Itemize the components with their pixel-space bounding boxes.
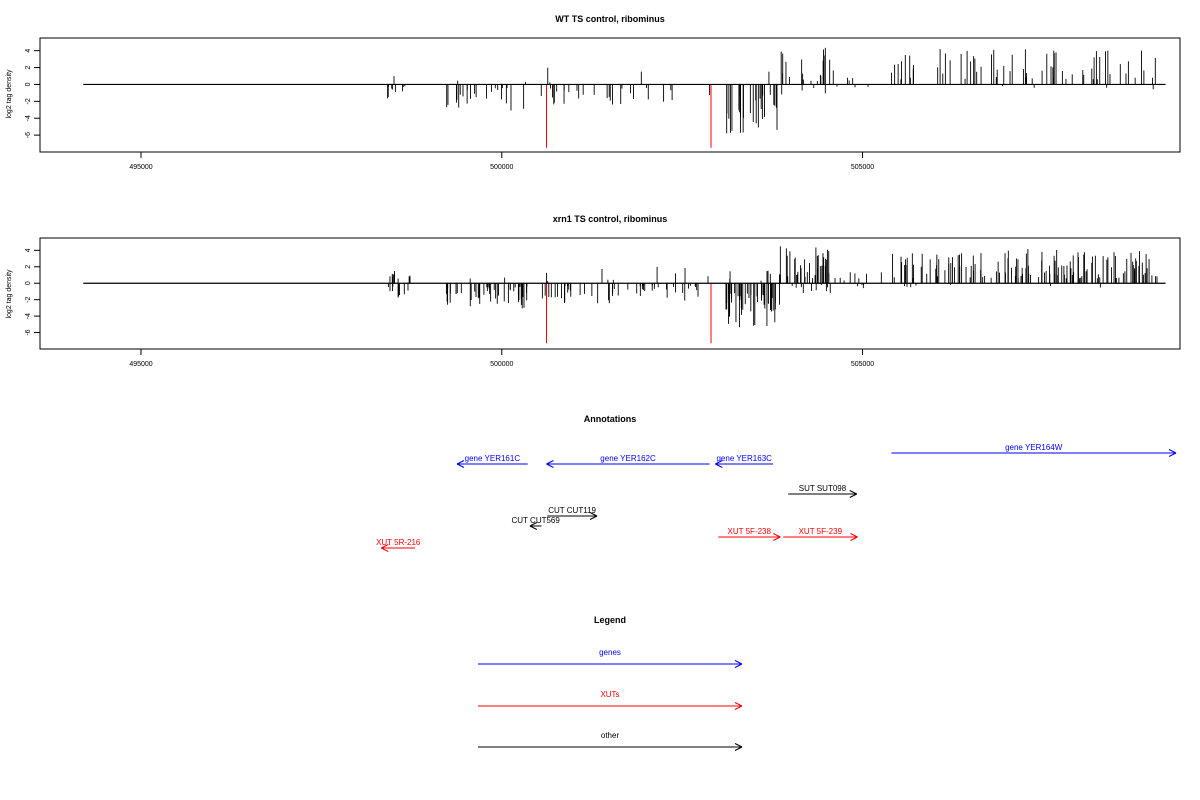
wt-track-x-tick-label: 500000 bbox=[490, 164, 513, 171]
annotation-arrow bbox=[718, 533, 781, 541]
wt-track-y-tick-label: -6 bbox=[25, 132, 32, 138]
annotation-label: XUT 5R-216 bbox=[376, 538, 421, 547]
legend-label: genes bbox=[599, 648, 621, 657]
legend-arrow-gene bbox=[478, 660, 743, 668]
annotations-title: Annotations bbox=[584, 414, 637, 424]
xrn1-track-panel: xrn1 TS control, ribominus log2 tag dens… bbox=[6, 214, 1181, 368]
xrn1-track-y-tick-label: 2 bbox=[25, 265, 32, 269]
xrn1-track-y-axis: 4 2 0 -2 -4 -6 bbox=[25, 248, 41, 336]
annotation-label: CUT CUT569 bbox=[512, 516, 561, 525]
xrn1-track-ylabel: log2 tag density bbox=[6, 269, 13, 319]
wt-track-x-tick-label: 495000 bbox=[129, 164, 152, 171]
xrn1-track-markers bbox=[546, 283, 712, 344]
xrn1-track-y-tick-label: 0 bbox=[25, 281, 32, 285]
legend-arrow-xut bbox=[478, 702, 743, 710]
wt-track-x-axis: 495000 500000 505000 bbox=[129, 152, 874, 171]
xrn1-track-y-tick-label: -4 bbox=[25, 313, 32, 319]
annotation-label: XUT 5F-239 bbox=[799, 527, 843, 536]
xrn1-track-y-tick-label: -6 bbox=[25, 329, 32, 335]
annotation-label: XUT 5F-238 bbox=[728, 527, 772, 536]
annotation-label: gene YER163C bbox=[716, 454, 772, 463]
annotation-arrow bbox=[547, 512, 598, 520]
xrn1-track-x-tick-label: 500000 bbox=[490, 361, 513, 368]
annotation-arrow bbox=[783, 533, 858, 541]
wt-track-y-tick-label: 0 bbox=[25, 82, 32, 86]
xrn1-track-x-axis: 495000 500000 505000 bbox=[129, 349, 874, 368]
annotation-features: gene YER161C gene YER162C gene YER163C gene… bbox=[376, 443, 1177, 552]
wt-track-bars bbox=[387, 47, 1156, 134]
legend-label: other bbox=[601, 731, 620, 740]
xrn1-track-x-tick-label: 505000 bbox=[851, 361, 874, 368]
xrn1-track-title: xrn1 TS control, ribominus bbox=[553, 214, 668, 224]
annotation-label: gene YER162C bbox=[600, 454, 656, 463]
annotation-arrow bbox=[715, 460, 774, 468]
wt-track-y-axis: 4 2 0 -2 -4 -6 bbox=[25, 49, 41, 138]
annotation-arrow bbox=[529, 522, 542, 530]
wt-track-y-tick-label: 4 bbox=[25, 49, 32, 53]
xrn1-track-y-tick-label: -2 bbox=[25, 296, 32, 302]
annotation-label: CUT CUT119 bbox=[548, 506, 596, 515]
annotation-arrow bbox=[546, 460, 710, 468]
annotation-arrow bbox=[456, 460, 528, 468]
annotation-arrow bbox=[891, 449, 1177, 457]
xrn1-track-plot-frame bbox=[39, 237, 1181, 350]
wt-track-title: WT TS control, ribominus bbox=[555, 14, 665, 24]
legend-title: Legend bbox=[594, 615, 626, 625]
legend-label: XUTs bbox=[600, 690, 619, 699]
annotation-label: SUT SUT098 bbox=[799, 484, 847, 493]
xrn1-track-x-tick-label: 495000 bbox=[129, 361, 152, 368]
annotation-label: gene YER161C bbox=[465, 454, 521, 463]
annotation-arrow bbox=[788, 490, 857, 498]
wt-track-y-tick-label: -2 bbox=[25, 98, 32, 104]
wt-track-ylabel: log2 tag density bbox=[6, 69, 13, 119]
xrn1-track-bars bbox=[387, 246, 1158, 328]
wt-track-x-tick-label: 505000 bbox=[851, 164, 874, 171]
legend-arrow-other bbox=[478, 743, 743, 751]
wt-track-y-tick-label: 2 bbox=[25, 66, 32, 70]
legend: genes XUTs other bbox=[478, 648, 743, 751]
wt-track-panel: WT TS control, ribominus log2 tag densit… bbox=[6, 14, 1181, 171]
wt-track-markers bbox=[546, 84, 712, 148]
annotation-arrow bbox=[381, 544, 416, 552]
xrn1-track-y-tick-label: 4 bbox=[25, 248, 32, 252]
wt-track-y-tick-label: -4 bbox=[25, 115, 32, 121]
annotation-label: gene YER164W bbox=[1005, 443, 1063, 452]
